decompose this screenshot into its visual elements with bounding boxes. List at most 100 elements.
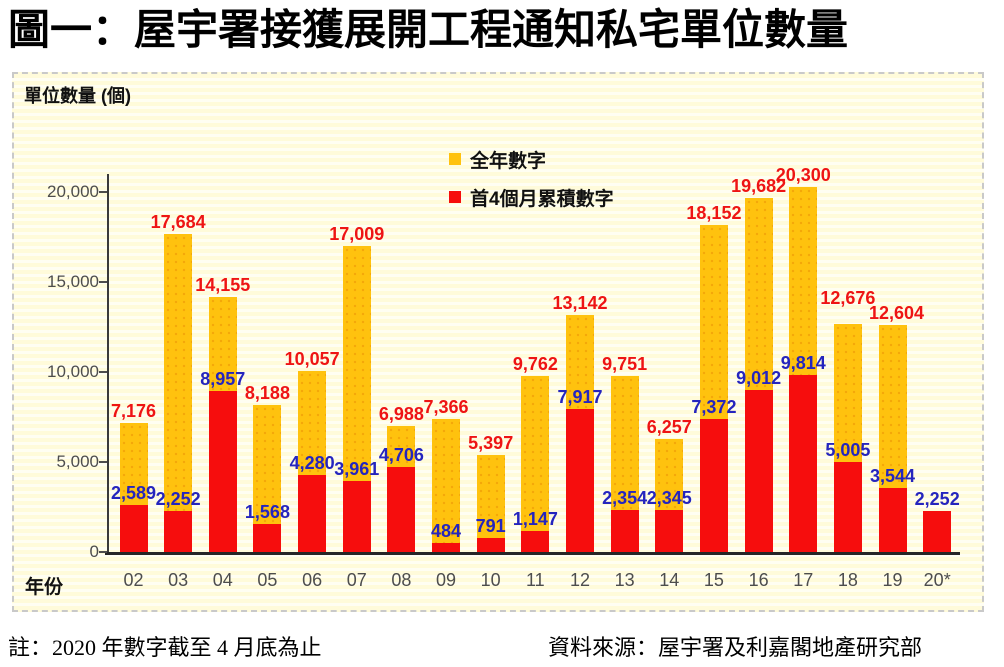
x-tick-label: 15 — [703, 570, 724, 590]
value-label-first-4-months: 9,012 — [736, 368, 782, 388]
bar-first-4-months — [566, 409, 594, 552]
legend-item-first-4-months: 首4個月累積數字 — [449, 182, 614, 212]
x-tick-label: 19 — [882, 570, 903, 590]
x-tick-label: 12 — [569, 570, 591, 590]
footnote: 註：2020 年數字截至 4 月底為止 — [8, 635, 322, 660]
value-label-first-4-months: 1,568 — [244, 502, 290, 522]
value-label-full-year: 6,988 — [378, 404, 424, 424]
value-label-first-4-months: 5,005 — [825, 440, 871, 460]
value-label-full-year: 17,684 — [150, 212, 206, 232]
bar-first-4-months — [610, 510, 639, 552]
value-label-full-year: 19,682 — [731, 176, 787, 196]
value-label-full-year: 12,604 — [869, 303, 925, 323]
x-axis-title: 年份 — [25, 577, 64, 598]
x-tick-label: 20* — [923, 570, 951, 590]
value-label-first-4-months: 8,957 — [200, 369, 246, 389]
y-tick-mark — [99, 461, 107, 463]
bar-full-year — [432, 419, 461, 552]
value-label-full-year: 5,397 — [468, 433, 514, 453]
value-label-first-4-months: 484 — [431, 521, 462, 541]
legend-label: 全年數字 — [470, 150, 547, 172]
legend: 全年數字 首4個月累積數字 — [449, 144, 614, 220]
value-label-first-4-months: 1,147 — [512, 509, 558, 529]
legend-label: 首4個月累積數字 — [470, 188, 614, 210]
x-tick-label: 07 — [346, 570, 367, 590]
bar-first-4-months — [833, 462, 862, 552]
value-label-first-4-months: 2,252 — [914, 489, 960, 509]
legend-item-full-year: 全年數字 — [449, 144, 614, 174]
value-label-first-4-months: 4,280 — [289, 453, 335, 473]
value-label-full-year: 12,676 — [820, 288, 876, 308]
value-label-first-4-months: 2,589 — [110, 483, 157, 503]
x-tick-label: 05 — [257, 570, 278, 590]
footnotes: 註：2020 年數字截至 4 月底為止 資料來源：屋宇署及利嘉閣地產研究部 — [0, 628, 1004, 664]
bar-first-4-months — [655, 510, 684, 552]
bar-first-4-months — [699, 419, 728, 552]
y-tick-mark — [99, 551, 107, 553]
x-tick-label: 06 — [302, 570, 323, 590]
value-label-full-year: 18,152 — [686, 203, 742, 223]
value-label-first-4-months: 4,706 — [378, 445, 424, 465]
page-title: 圖一：屋宇署接獲展開工程通知私宅單位數量 — [8, 6, 849, 53]
bar-first-4-months — [476, 538, 505, 552]
x-tick-label: 18 — [837, 570, 858, 590]
bar-first-4-months — [432, 543, 461, 552]
bar-first-4-months — [208, 391, 237, 552]
value-label-first-4-months: 2,354 — [602, 488, 648, 508]
x-tick-label: 16 — [748, 570, 769, 590]
y-tick-label: 15,000 — [47, 272, 99, 291]
y-tick-mark — [99, 371, 107, 373]
bar-first-4-months — [342, 481, 371, 552]
value-label-first-4-months: 2,252 — [155, 489, 201, 509]
x-tick-label: 02 — [123, 570, 144, 590]
x-tick-label: 10 — [480, 570, 501, 590]
bar-full-year — [164, 234, 193, 552]
y-tick-label: 0 — [89, 542, 99, 561]
x-axis — [105, 552, 960, 555]
value-label-first-4-months: 9,814 — [780, 353, 826, 373]
x-tick-label: 14 — [659, 570, 680, 590]
bar-first-4-months — [164, 511, 193, 552]
full-year-swatch-icon — [449, 153, 461, 165]
x-tick-label: 08 — [391, 570, 412, 590]
bar-first-4-months — [744, 390, 773, 552]
first-4-months-swatch-icon — [449, 191, 461, 203]
chart-panel: 單位數量 (個) 全年數字 首4個月累積數字 年份 20,000 15,000 10… — [12, 72, 984, 612]
y-tick-label: 10,000 — [47, 362, 99, 381]
bar-first-4-months — [878, 488, 907, 552]
value-label-first-4-months: 791 — [475, 516, 506, 536]
y-axis — [107, 174, 109, 553]
y-tick-label: 20,000 — [47, 182, 99, 201]
value-label-full-year: 6,257 — [646, 417, 692, 437]
bar-first-4-months — [253, 524, 282, 552]
x-tick-label: 13 — [614, 570, 635, 590]
x-tick-label: 09 — [436, 570, 457, 590]
value-label-first-4-months: 3,544 — [870, 466, 916, 486]
value-label-full-year: 8,188 — [244, 383, 290, 403]
y-tick-label: 5,000 — [56, 452, 99, 471]
value-label-full-year: 13,142 — [552, 293, 608, 313]
x-tick-label: 03 — [168, 570, 189, 590]
bar-first-4-months — [119, 505, 148, 552]
bar-first-4-months — [387, 467, 416, 552]
x-tick-label: 11 — [526, 570, 545, 590]
bar-full-year — [521, 376, 550, 552]
value-label-first-4-months: 3,961 — [334, 459, 380, 479]
value-label-full-year: 7,176 — [110, 401, 157, 421]
y-tick-mark — [99, 191, 107, 193]
y-tick-mark — [99, 281, 107, 283]
value-label-full-year: 10,057 — [284, 349, 340, 369]
x-tick-label: 17 — [793, 570, 814, 590]
source-note: 資料來源：屋宇署及利嘉閣地產研究部 — [548, 635, 923, 660]
value-label-full-year: 20,300 — [775, 165, 831, 185]
value-label-first-4-months: 7,372 — [691, 397, 737, 417]
value-label-full-year: 17,009 — [329, 224, 385, 244]
value-label-first-4-months: 7,917 — [557, 387, 603, 407]
value-label-full-year: 9,751 — [602, 354, 648, 374]
bar-first-4-months — [789, 375, 818, 552]
value-label-first-4-months: 2,345 — [646, 488, 692, 508]
x-tick-label: 04 — [212, 570, 233, 590]
value-label-full-year: 9,762 — [512, 354, 558, 374]
bar-first-4-months — [298, 475, 327, 552]
